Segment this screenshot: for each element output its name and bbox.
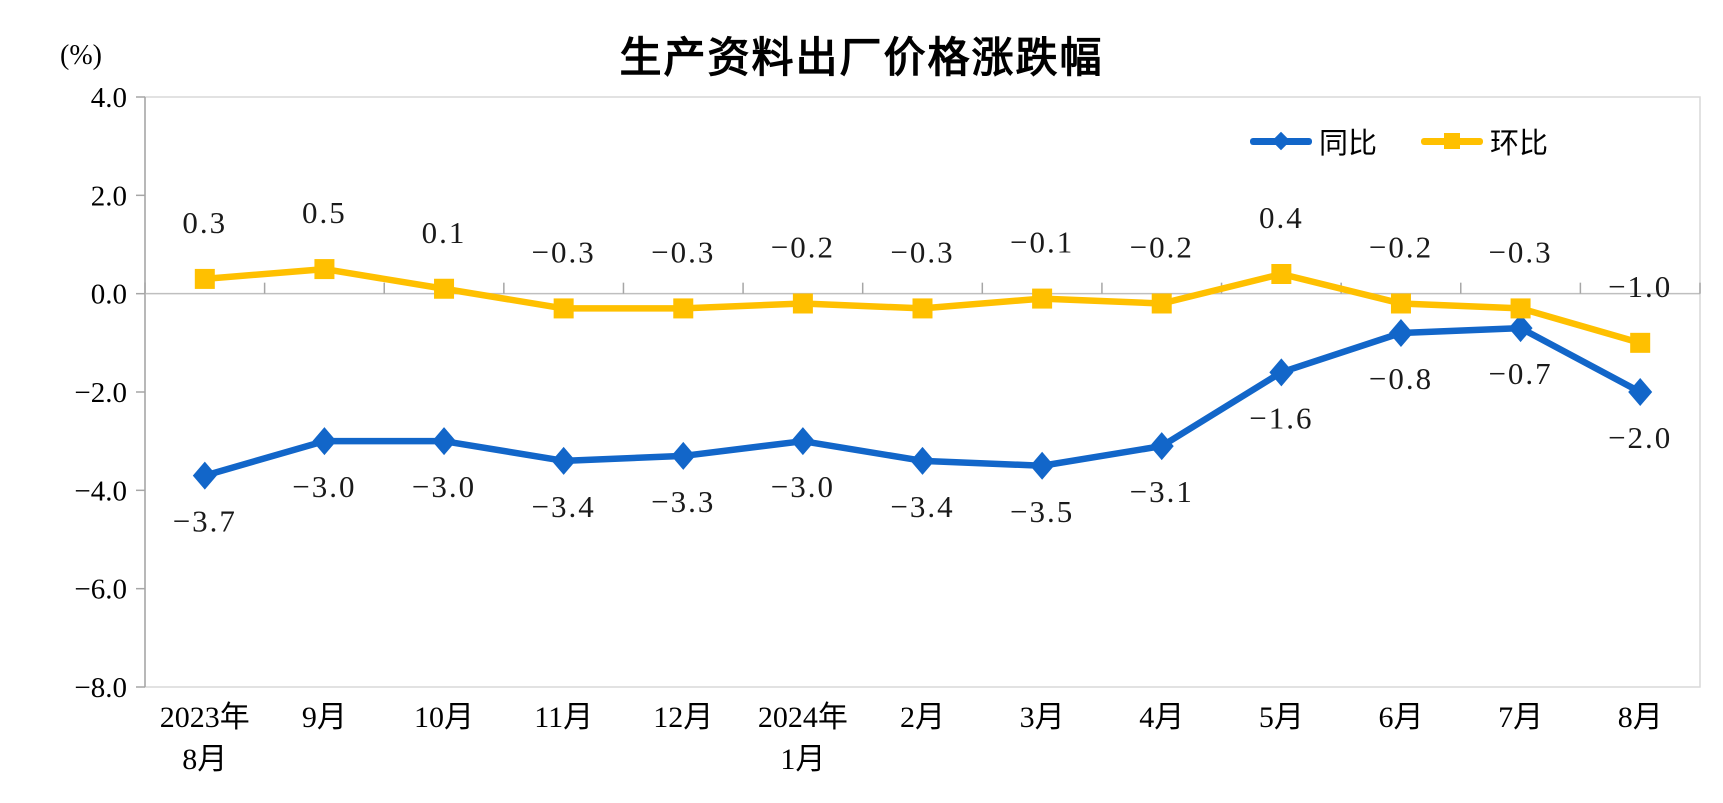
series-yoy-data-label: −3.4 — [532, 489, 596, 524]
series-yoy-marker — [1508, 314, 1533, 343]
series-mom-marker — [673, 298, 694, 319]
series-mom-marker — [1510, 298, 1531, 319]
series-yoy-marker — [432, 427, 457, 456]
y-axis-tick-label: −8.0 — [74, 672, 127, 704]
series-yoy-marker — [671, 441, 696, 470]
legend-label-mom: 环比 — [1490, 128, 1549, 160]
x-axis-label: 3月 — [1020, 701, 1065, 734]
x-axis-label: 11月 — [534, 701, 593, 734]
series-mom-data-label: −0.2 — [1369, 230, 1433, 265]
series-yoy-data-label: −1.6 — [1249, 400, 1313, 435]
legend-item-mom: 环比 — [1421, 120, 1548, 162]
series-mom-marker — [194, 268, 215, 289]
series-yoy-data-label: −3.7 — [173, 504, 237, 539]
series-mom-data-label: −0.2 — [771, 230, 835, 265]
series-yoy-marker — [1269, 358, 1294, 387]
y-axis-tick-label: −6.0 — [74, 574, 127, 606]
x-axis-label: 12月 — [653, 701, 713, 734]
chart-title: 生产资料出厂价格涨跌幅 — [619, 34, 1104, 81]
x-axis-label: 2023年 — [160, 701, 250, 734]
series-yoy-data-label: −3.0 — [771, 469, 835, 504]
yoy-line-diamond-marker-icon — [1250, 131, 1312, 151]
x-axis-label: 10月 — [414, 701, 474, 734]
series-mom-marker — [1151, 293, 1172, 314]
series-yoy-data-label: −3.1 — [1130, 474, 1194, 509]
x-axis-label: 2月 — [900, 701, 945, 734]
series-yoy-marker — [312, 427, 337, 456]
series-mom-marker — [314, 259, 335, 280]
series-yoy-data-label: −0.7 — [1488, 356, 1552, 391]
series-mom-data-label: −0.3 — [890, 234, 954, 269]
series-yoy-data-label: −2.0 — [1608, 420, 1672, 455]
x-axis-label: 5月 — [1259, 701, 1304, 734]
series-yoy-marker — [1149, 432, 1174, 461]
legend-label-yoy: 同比 — [1319, 128, 1378, 160]
series-yoy-marker — [790, 427, 815, 456]
series-mom-marker — [553, 298, 574, 319]
series-mom-data-label: −0.1 — [1010, 225, 1074, 260]
series-yoy-marker — [1030, 451, 1055, 480]
y-axis-tick-label: −4.0 — [74, 475, 127, 507]
series-mom-data-label: 0.5 — [302, 195, 347, 230]
series-yoy-marker — [192, 461, 217, 490]
y-axis-tick-label: −2.0 — [74, 377, 127, 409]
series-mom-data-label: −0.2 — [1130, 230, 1194, 265]
x-axis-label: 4月 — [1139, 701, 1184, 734]
series-yoy-data-label: −3.4 — [890, 489, 954, 524]
series-mom-marker — [434, 278, 455, 299]
series-mom-marker — [1630, 332, 1651, 353]
x-axis-label: 9月 — [302, 701, 347, 734]
y-axis-tick-label: 2.0 — [91, 180, 127, 212]
series-yoy-data-label: −3.5 — [1010, 494, 1074, 529]
series-yoy-marker — [551, 446, 576, 475]
series-mom-marker — [912, 298, 933, 319]
x-axis-label: 8月 — [1618, 701, 1663, 734]
series-yoy-data-label: −0.8 — [1369, 361, 1433, 396]
y-axis-tick-label: 4.0 — [91, 82, 127, 114]
series-mom-data-label: −1.0 — [1608, 269, 1672, 304]
series-mom-data-label: −0.3 — [651, 234, 715, 269]
x-axis-label-line2: 1月 — [780, 743, 825, 776]
y-axis-tick-label: 0.0 — [91, 279, 127, 311]
series-yoy-data-label: −3.0 — [292, 469, 356, 504]
series-mom-data-label: 0.1 — [422, 215, 467, 250]
series-yoy-data-label: −3.3 — [651, 484, 715, 519]
series-mom-data-label: −0.3 — [1488, 234, 1552, 269]
x-axis-label: 6月 — [1378, 701, 1423, 734]
legend: 同比 环比 — [1250, 120, 1548, 162]
series-mom-marker — [1032, 288, 1053, 309]
series-mom-data-label: 0.3 — [182, 205, 227, 240]
x-axis-label-line2: 8月 — [182, 743, 227, 776]
x-axis-label: 2024年 — [758, 701, 848, 734]
series-mom-marker — [1390, 293, 1411, 314]
series-mom-data-label: −0.3 — [532, 234, 596, 269]
series-yoy-marker — [910, 446, 935, 475]
y-axis-unit-label: (%) — [60, 40, 102, 71]
series-mom-data-label: 0.4 — [1259, 200, 1304, 235]
series-yoy-marker — [1628, 378, 1653, 406]
plot-border — [144, 96, 1701, 688]
legend-item-yoy: 同比 — [1250, 120, 1377, 162]
series-mom-marker — [792, 293, 813, 314]
series-mom-marker — [1271, 264, 1292, 284]
series-yoy-marker — [1388, 319, 1413, 347]
mom-line-square-marker-icon — [1421, 133, 1484, 149]
x-axis-label: 7月 — [1498, 701, 1543, 734]
series-yoy-data-label: −3.0 — [412, 469, 476, 504]
